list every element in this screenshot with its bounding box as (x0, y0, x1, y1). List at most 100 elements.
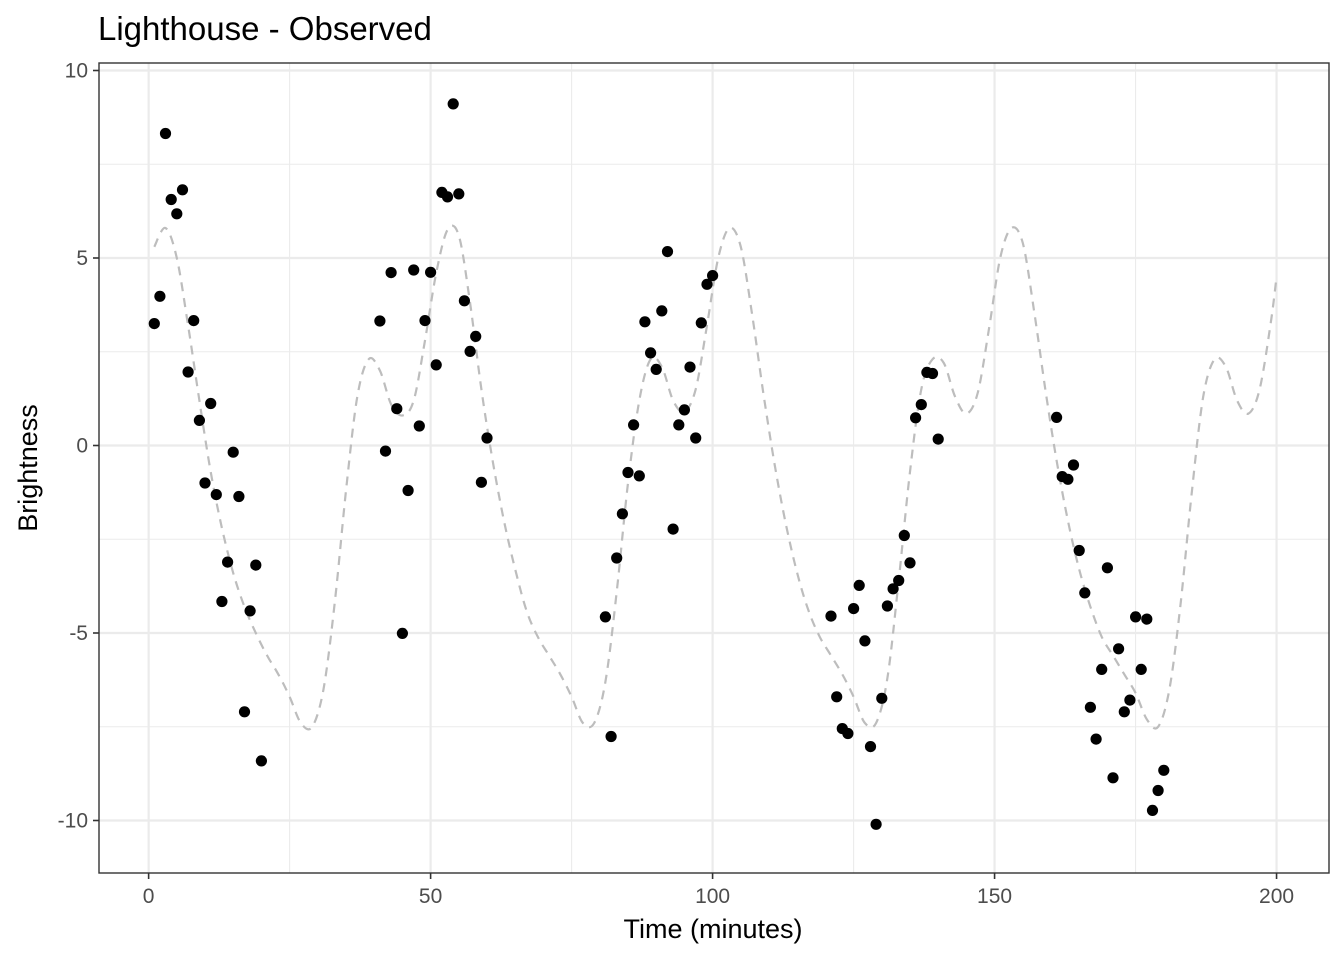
y-axis-title: Brightness (13, 404, 43, 532)
data-point (1113, 643, 1125, 655)
y-tick-label: -5 (69, 622, 88, 645)
y-axis: -10 -5 0 5 10 (58, 60, 99, 833)
data-point (599, 611, 612, 623)
data-point (425, 266, 437, 278)
data-point (881, 600, 894, 612)
x-tick-label: 50 (419, 885, 442, 908)
x-tick-label: 150 (977, 885, 1012, 908)
data-point (210, 489, 222, 501)
data-point (870, 818, 882, 830)
data-point (661, 246, 674, 258)
data-point (188, 315, 200, 327)
data-point (453, 188, 465, 200)
data-point (628, 419, 640, 431)
chart-title: Lighthouse - Observed (98, 10, 432, 47)
data-point (1096, 663, 1108, 676)
model-curve-line (153, 224, 1278, 731)
data-point (611, 552, 623, 564)
data-point (842, 727, 854, 740)
x-axis: 0 50 100 150 200 (143, 873, 1294, 908)
data-point (645, 347, 657, 359)
data-point (165, 193, 177, 206)
data-point (481, 432, 493, 444)
data-point (385, 267, 397, 279)
data-point (605, 730, 617, 743)
data-point (250, 559, 262, 571)
data-point (1158, 764, 1170, 776)
major-gridlines (99, 63, 1329, 873)
x-axis-title: Time (minutes) (623, 914, 802, 944)
data-point (1062, 473, 1074, 485)
data-point (1124, 694, 1136, 706)
data-point (402, 484, 414, 497)
data-point (667, 523, 679, 535)
data-point (678, 404, 691, 416)
data-point (154, 290, 166, 302)
x-tick-label: 0 (143, 885, 155, 908)
data-point (1130, 611, 1142, 623)
data-point (853, 579, 865, 592)
data-point (616, 508, 629, 520)
data-point (475, 476, 487, 488)
data-point (887, 583, 899, 595)
data-point (859, 635, 871, 647)
data-point (910, 412, 922, 424)
data-point (639, 316, 651, 328)
data-point (1079, 587, 1091, 599)
data-point (876, 692, 888, 704)
data-point (707, 270, 719, 282)
x-tick-label: 100 (695, 885, 730, 908)
data-point (825, 610, 837, 622)
data-point (690, 432, 702, 444)
data-point (898, 529, 910, 542)
data-point (159, 127, 172, 140)
data-point (408, 264, 420, 276)
data-point (1135, 663, 1147, 676)
data-point (233, 490, 245, 503)
data-point (374, 315, 386, 327)
data-point (1118, 706, 1130, 718)
plot-panel-border (98, 62, 1330, 874)
data-point (1141, 613, 1153, 625)
data-point (650, 363, 662, 375)
data-point (238, 706, 251, 718)
y-tick-label: -10 (58, 810, 88, 833)
data-point (148, 318, 160, 330)
data-point (171, 208, 183, 220)
y-tick-label: 10 (65, 60, 88, 83)
data-point (379, 445, 392, 457)
data-point (1073, 544, 1085, 557)
model-curve (153, 224, 1278, 731)
data-point (464, 345, 476, 357)
y-tick-label: 5 (76, 247, 88, 270)
y-tick-label: 0 (76, 435, 88, 458)
data-point (441, 191, 454, 203)
data-point (447, 98, 459, 110)
data-point (227, 446, 239, 458)
data-point (1101, 562, 1113, 574)
data-point (222, 556, 234, 568)
data-point (622, 466, 634, 479)
data-point (413, 420, 425, 432)
data-point (701, 278, 713, 290)
data-point (633, 470, 645, 482)
data-point (176, 184, 189, 196)
data-point (470, 330, 482, 342)
data-point (831, 691, 843, 703)
plot-panel-background (99, 63, 1329, 873)
data-point (684, 361, 696, 373)
data-point (1146, 804, 1159, 817)
data-point (205, 397, 217, 410)
data-point (1107, 772, 1119, 784)
data-point (695, 317, 707, 329)
data-point (848, 603, 860, 615)
observed-points (148, 98, 1170, 830)
data-point (199, 477, 211, 489)
data-point (391, 403, 403, 415)
data-point (255, 755, 267, 767)
data-point (904, 557, 916, 569)
data-point (1152, 784, 1164, 797)
data-point (1090, 733, 1102, 745)
data-point (1084, 701, 1096, 713)
